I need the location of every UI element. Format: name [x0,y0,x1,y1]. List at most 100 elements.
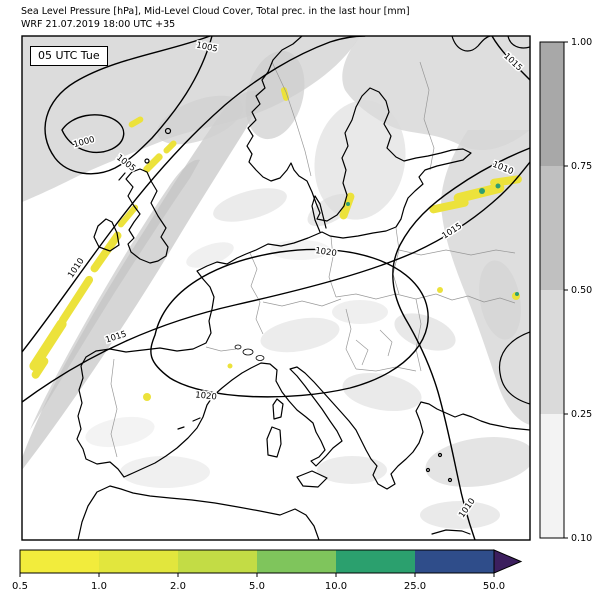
cloud-patch [479,260,521,340]
cloud-patch [332,300,388,324]
precip-cell [90,231,122,273]
cloud-patch [85,416,155,448]
isobar-1010-east [392,147,530,540]
precip-colorbar-tick-label: 2.0 [170,581,186,592]
cloud-patch [314,100,406,220]
precip-colorbar-segment [20,550,99,573]
islands-balearic [177,417,201,430]
border-line [435,293,516,304]
isobar-1015-northeast [491,36,530,81]
isobar-1005 [44,36,213,175]
precipitation-cells [29,87,522,401]
coast-black-sea [498,331,530,405]
precip-colorbar-tick-label: 5.0 [249,581,265,592]
precip-cell [29,319,67,371]
cloud-patch [342,372,422,412]
precip-colorbar-arrow [493,549,523,574]
terrain-contour [242,348,254,356]
isobar-label: 1020 [315,246,338,259]
cloud-colorbar-segment [540,166,564,290]
precip-colorbar-tick-label: 50.0 [483,581,505,592]
precip-cell [453,182,505,204]
border-line [335,293,437,300]
cloud-patch [307,193,353,227]
coast-white-sea [451,36,530,52]
cloud-patch [317,456,387,484]
precip-colorbar-segment [99,550,178,573]
border-line [328,236,337,298]
cloud-patch [186,242,234,268]
precip-colorbar-tick-label: 10.0 [325,581,347,592]
map-border [21,35,531,541]
island-orkney [144,158,150,164]
border-line [271,61,312,177]
figure-title: Sea Level Pressure [hPa], Mid-Level Clou… [21,6,410,17]
cloud-colorbar-tick-label: 0.75 [571,161,592,172]
island-aegean [425,467,431,473]
cloud-colorbar-segment [540,414,564,538]
border-line [110,358,118,458]
precip-cell [437,287,443,293]
border-line [345,308,357,370]
island-corsica [272,398,284,420]
coast-great-britain [125,168,169,264]
precip-cell [143,393,151,401]
cloud-colorbar-segment [540,290,564,414]
figure-subtitle: WRF 21.07.2019 18:00 UTC +35 [21,19,176,31]
precip-cell [58,275,94,325]
border-line [262,298,342,307]
border-line [415,298,422,372]
island-aegean [437,452,443,458]
border-line [355,366,417,372]
precip-colorbar-segment [336,550,415,573]
precip-colorbar-tick-label: 25.0 [404,581,426,592]
island-aegean [447,477,453,483]
precip-colorbar: 0.5 1.0 2.0 5.0 10.0 25.0 50.0 [12,549,523,592]
cloud-patch [420,501,500,529]
precip-cell [128,116,144,128]
precip-colorbar-tick-label: 1.0 [91,581,107,592]
isobar-1015-main [22,161,530,403]
cloud-front-band [22,90,260,471]
terrain-contours [234,344,265,361]
border-line [379,329,393,357]
border-line [398,249,516,256]
cloud-colorbar-tick-label: 0.10 [571,533,592,544]
island-sardinia [266,426,282,458]
cloud-patch [30,159,200,430]
precip-colorbar-tick-label: 0.5 [12,581,28,592]
precip-cell-heavy [346,202,350,206]
island-sicily [296,470,328,488]
coast-north-africa [77,485,320,540]
isobar-label: 1020 [195,390,218,402]
island-crete [431,529,471,535]
precip-cell [339,192,355,220]
island-hebrides [118,172,126,181]
valid-time-label: 05 UTC Tue [30,46,108,66]
cloud-shading [22,36,530,529]
terrain-contour [234,344,242,350]
cloud-colorbar-segment [540,42,564,166]
isobar-1010-west [22,36,366,353]
figure-header: Sea Level Pressure [hPa], Mid-Level Clou… [21,5,410,32]
precip-cell-heavy [515,292,519,296]
cloud-patch [120,456,210,488]
cloud-patch [213,188,287,222]
cloud-patch [394,313,456,351]
precip-cell [31,357,49,379]
coast-denmark [311,195,327,233]
border-line [355,339,369,366]
isobar-1020 [150,248,429,398]
cloud-colorbar-tick-label: 0.50 [571,285,592,296]
isobar-1000 [61,114,125,154]
cloud-patch [425,437,530,487]
precip-cell [280,87,290,101]
cloud-colorbar-tick-label: 1.00 [571,37,592,48]
precip-cell-heavy [495,183,501,189]
precip-cell [163,140,177,154]
precip-cell [227,363,233,369]
coast-ireland [93,218,120,252]
terrain-contour [255,355,265,361]
island-shetland [164,127,172,135]
